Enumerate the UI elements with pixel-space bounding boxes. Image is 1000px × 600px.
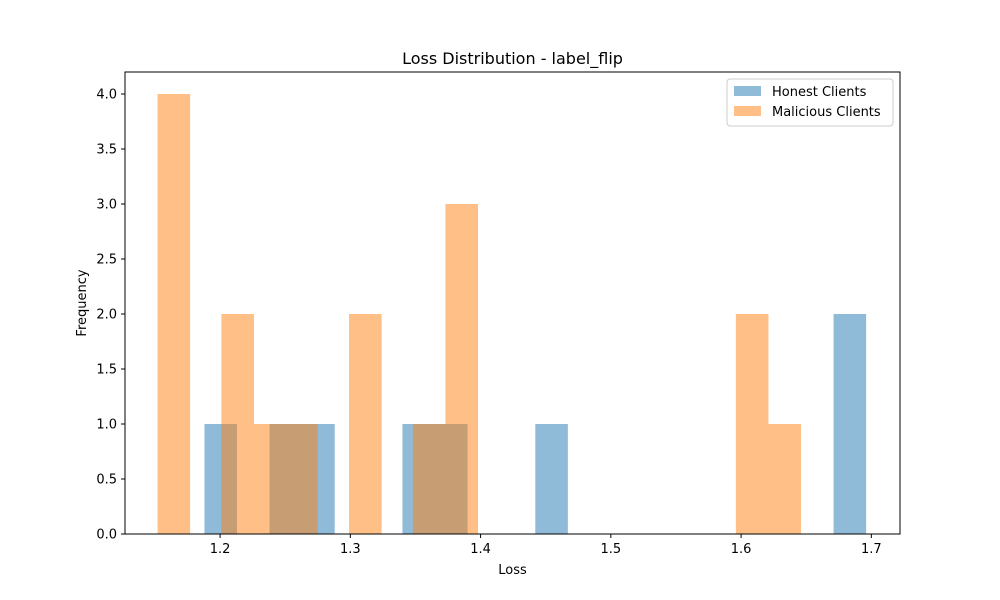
y-axis-label: Frequency: [75, 269, 90, 336]
y-tick-label-7: 3.5: [96, 143, 117, 158]
x-tick-label-3: 1.5: [600, 542, 621, 557]
x-tick-label-5: 1.7: [861, 542, 882, 557]
bars-layer: [157, 94, 867, 534]
bar-malicious-0: [157, 94, 191, 534]
bar-malicious-3: [285, 424, 318, 534]
bar-honest-6: [833, 314, 867, 534]
y-tick-label-2: 1.0: [96, 418, 117, 433]
bar-malicious-8: [768, 424, 802, 534]
y-tick-label-1: 0.5: [96, 473, 117, 488]
y-tick-label-8: 4.0: [96, 88, 117, 103]
x-tick-label-4: 1.6: [731, 542, 752, 557]
bar-honest-5: [535, 424, 568, 534]
y-tick-label-4: 2.0: [96, 308, 117, 323]
chart-title: Loss Distribution - label_flip: [402, 49, 623, 69]
y-tick-label-5: 2.5: [96, 253, 117, 268]
y-tick-label-0: 0.0: [96, 528, 117, 543]
bar-malicious-1: [221, 314, 254, 534]
bar-malicious-2: [253, 424, 286, 534]
legend-label-honest: Honest Clients: [772, 85, 867, 100]
y-tick-label-3: 1.5: [96, 363, 117, 378]
bar-malicious-4: [349, 314, 382, 534]
x-tick-label-2: 1.4: [470, 542, 491, 557]
x-axis-ticks: 1.2 1.3 1.4 1.5 1.6 1.7: [210, 534, 882, 557]
bar-malicious-7: [735, 314, 769, 534]
legend: Honest Clients Malicious Clients: [726, 78, 894, 127]
legend-swatch-honest: [734, 86, 761, 96]
x-axis-label: Loss: [498, 563, 527, 578]
legend-swatch-malicious: [734, 106, 761, 116]
y-tick-label-6: 3.0: [96, 198, 117, 213]
legend-box: [726, 78, 894, 127]
x-tick-label-0: 1.2: [210, 542, 231, 557]
y-axis-ticks: 0.0 0.5 1.0 1.5 2.0 2.5 3.0 3.5 4.0: [96, 88, 125, 543]
x-tick-label-1: 1.3: [340, 542, 361, 557]
bar-malicious-6: [445, 204, 478, 534]
plot-frame: [124, 71, 901, 535]
legend-label-malicious: Malicious Clients: [772, 105, 881, 120]
bar-malicious-5: [412, 424, 446, 534]
